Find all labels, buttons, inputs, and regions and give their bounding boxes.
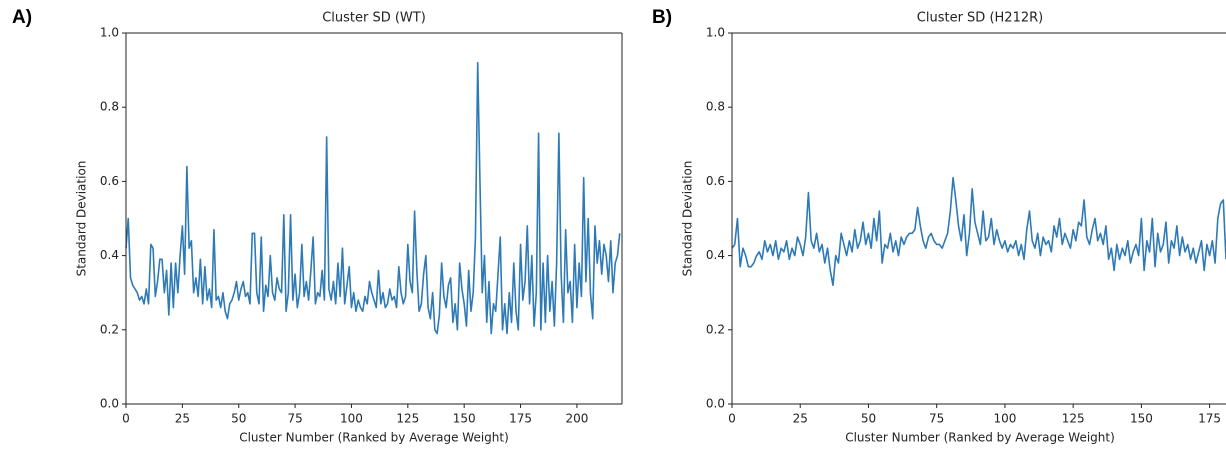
y-axis-label: Standard Deviation xyxy=(75,161,89,277)
x-axis-label: Cluster Number (Ranked by Average Weight… xyxy=(845,431,1115,445)
y-tick-label: 0.2 xyxy=(100,322,119,336)
x-tick-label: 25 xyxy=(175,412,190,426)
y-tick-label: 0.2 xyxy=(706,322,725,336)
y-axis-label: Standard Deviation xyxy=(681,161,695,277)
x-axis-label: Cluster Number (Ranked by Average Weight… xyxy=(239,431,509,445)
x-tick-label: 75 xyxy=(929,412,944,426)
y-tick-label: 0.0 xyxy=(706,397,725,411)
x-tick-label: 200 xyxy=(565,412,588,426)
y-tick-label: 0.4 xyxy=(100,248,119,262)
chart-title: Cluster SD (WT) xyxy=(322,11,426,26)
y-tick-label: 1.0 xyxy=(706,26,725,40)
x-tick-label: 50 xyxy=(231,412,246,426)
x-tick-label: 100 xyxy=(340,412,363,426)
y-tick-label: 0.0 xyxy=(100,397,119,411)
chart-title: Cluster SD (H212R) xyxy=(917,11,1043,26)
x-tick-label: 25 xyxy=(793,412,808,426)
y-tick-label: 1.0 xyxy=(100,26,119,40)
x-tick-label: 75 xyxy=(287,412,302,426)
y-tick-label: 0.8 xyxy=(100,100,119,114)
panel-label: B) xyxy=(652,7,672,28)
x-tick-label: 125 xyxy=(396,412,419,426)
x-tick-label: 150 xyxy=(1130,412,1153,426)
line xyxy=(125,61,621,335)
x-tick-label: 0 xyxy=(728,412,736,426)
y-tick-label: 0.6 xyxy=(706,174,725,188)
x-tick-label: 175 xyxy=(509,412,532,426)
y-tick-label: 0.8 xyxy=(706,100,725,114)
y-tick-label: 0.6 xyxy=(100,174,119,188)
x-tick-label: 50 xyxy=(861,412,876,426)
panel: A) Cluster SD (WT) Cluster Number (Ranked … xyxy=(12,7,623,445)
y-tick-label: 0.4 xyxy=(706,248,725,262)
x-tick-label: 125 xyxy=(1062,412,1085,426)
panel-label: A) xyxy=(12,7,32,28)
panel: B) Cluster SD (H212R) Cluster Number (Rank… xyxy=(652,7,1226,445)
line xyxy=(731,176,1226,287)
x-tick-label: 175 xyxy=(1198,412,1221,426)
x-tick-label: 100 xyxy=(993,412,1016,426)
x-tick-label: 0 xyxy=(122,412,130,426)
x-tick-label: 150 xyxy=(453,412,476,426)
